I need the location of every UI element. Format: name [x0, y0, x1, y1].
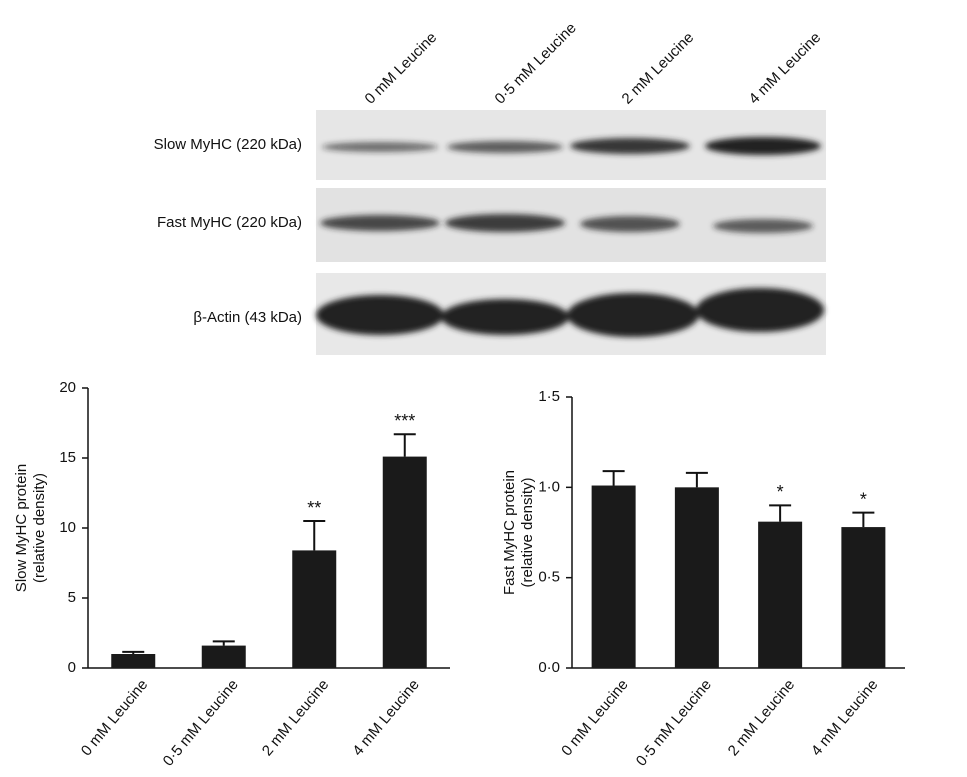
- bar: [674, 487, 719, 668]
- bar: [292, 550, 337, 668]
- significance: **: [307, 498, 321, 518]
- bands: [316, 137, 824, 337]
- x-tick-label: 0·5 mM Leucine: [160, 676, 242, 769]
- y-tick-label: 0·5: [538, 569, 560, 586]
- x-tick-label: 2 mM Leucine: [725, 676, 799, 759]
- bar: [841, 527, 886, 668]
- y-tick-label: 5: [68, 589, 76, 606]
- y-tick-label: 20: [59, 379, 76, 396]
- y-tick-label: 10: [59, 519, 76, 536]
- lane-label: 2 mM Leucine: [619, 29, 698, 108]
- lane-label: 4 mM Leucine: [746, 29, 825, 108]
- lane-label: 0·5 mM Leucine: [492, 20, 580, 108]
- x-tick-label: 0·5 mM Leucine: [633, 676, 715, 769]
- lane-label: 0 mM Leucine: [362, 29, 441, 108]
- significance: *: [860, 489, 867, 509]
- y-axis-label: (relative density): [31, 473, 48, 583]
- band-label: Fast MyHC (220 kDa): [157, 214, 302, 231]
- x-tick-label: 0 mM Leucine: [78, 676, 152, 759]
- bar: [758, 521, 803, 668]
- x-tick-label: 4 mM Leucine: [349, 676, 423, 759]
- significance: *: [777, 482, 784, 502]
- bar: [382, 456, 427, 668]
- x-tick-label: 0 mM Leucine: [558, 676, 632, 759]
- bar: [591, 485, 636, 668]
- bar: [201, 645, 246, 668]
- y-axis-label: Fast MyHC protein: [501, 470, 518, 595]
- band-label: β-Actin (43 kDa): [193, 309, 302, 326]
- y-tick-label: 0: [68, 659, 76, 676]
- y-tick-label: 0·0: [538, 659, 560, 676]
- y-tick-label: 1·5: [538, 388, 560, 405]
- band-label: Slow MyHC (220 kDa): [154, 136, 302, 153]
- y-axis-label: (relative density): [519, 477, 536, 587]
- x-tick-label: 2 mM Leucine: [259, 676, 333, 759]
- x-tick-label: 4 mM Leucine: [808, 676, 882, 759]
- y-tick-label: 15: [59, 449, 76, 466]
- y-tick-label: 1·0: [538, 478, 560, 495]
- western-blot: [316, 110, 826, 355]
- significance: ***: [394, 411, 415, 431]
- bar: [111, 654, 156, 668]
- y-axis-label: Slow MyHC protein: [13, 464, 30, 592]
